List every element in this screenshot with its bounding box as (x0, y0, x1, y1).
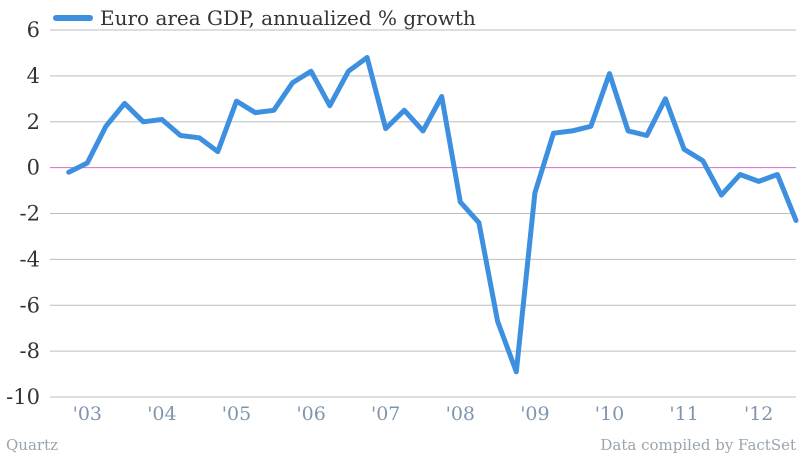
series-layer (66, 55, 799, 375)
x-tick-label: '07 (371, 403, 400, 425)
x-tick-label: '08 (446, 403, 475, 425)
x-tick-label: '03 (73, 403, 102, 425)
x-tick-label: '04 (147, 403, 176, 425)
y-tick-label: -10 (6, 385, 40, 409)
y-tick-label: 6 (27, 18, 40, 42)
x-tick-label: '09 (520, 403, 549, 425)
legend-label: Euro area GDP, annualized % growth (100, 6, 476, 30)
footer-source-right: Data compiled by FactSet (600, 436, 796, 454)
x-tick-label: '06 (296, 403, 325, 425)
x-tick-label: '05 (222, 403, 251, 425)
y-tick-label: 0 (27, 156, 40, 180)
x-axis-ticks: '03 '04 '05 '06 '07 '08 '09 '10 '11 '12 (73, 403, 774, 425)
footer-source-left: Quartz (6, 436, 58, 454)
grid-lines (50, 29, 796, 398)
x-tick-label: '11 (669, 403, 698, 425)
y-tick-label: -6 (20, 293, 40, 317)
series-line (66, 55, 799, 375)
x-tick-label: '10 (595, 403, 624, 425)
x-tick-label: '12 (744, 403, 773, 425)
y-tick-label: -2 (20, 202, 40, 226)
y-tick-label: 4 (27, 64, 40, 88)
y-tick-label: 2 (27, 110, 40, 134)
y-tick-label: -8 (20, 339, 40, 363)
y-axis-ticks: -10 -8 -6 -4 -2 0 2 4 6 (6, 18, 40, 409)
y-tick-label: -4 (20, 247, 40, 271)
legend: Euro area GDP, annualized % growth (53, 6, 476, 30)
